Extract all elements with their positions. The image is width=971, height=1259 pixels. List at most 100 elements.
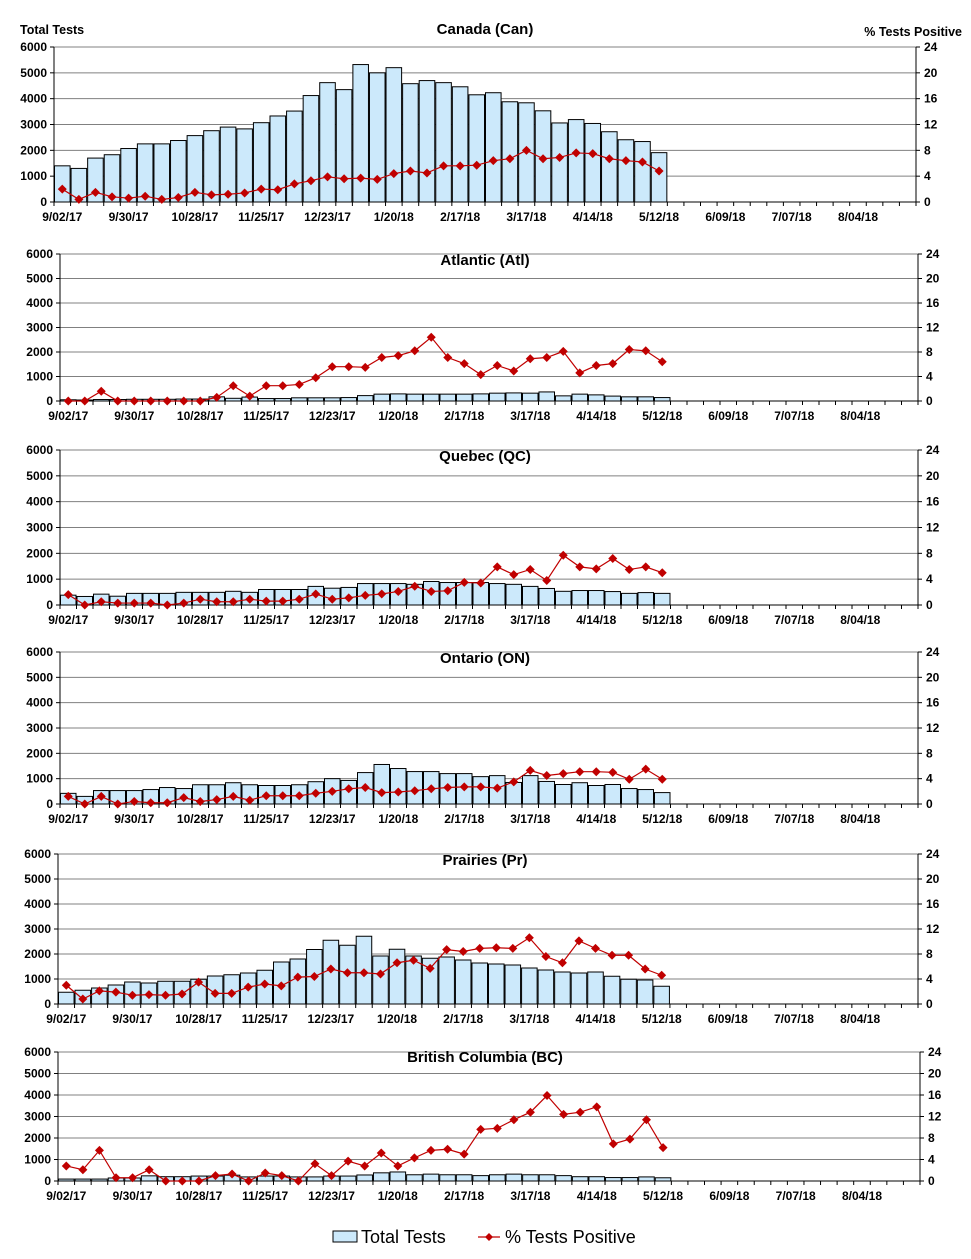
left-tick-label: 0 (44, 1174, 51, 1188)
right-tick-label: 12 (926, 321, 940, 335)
x-tick-label: 8/04/18 (838, 210, 878, 224)
bar-total-tests (406, 393, 423, 402)
right-tick-label: 0 (926, 797, 933, 811)
right-tick-label: 16 (926, 696, 940, 710)
point-pct-positive (261, 791, 271, 801)
bar-total-tests (604, 783, 621, 805)
left-tick-label: 1000 (26, 572, 53, 586)
left-tick-label: 3000 (24, 1110, 51, 1124)
x-tick-label: 10/28/17 (176, 1189, 223, 1203)
x-tick-label: 4/14/18 (576, 613, 616, 627)
bar-total-tests (319, 82, 336, 203)
point-pct-positive (442, 945, 452, 955)
bar-total-tests (537, 969, 555, 1005)
point-pct-positive (472, 160, 482, 170)
x-tick-label: 6/09/18 (709, 1189, 749, 1203)
bar-total-tests (538, 1174, 556, 1182)
point-pct-positive (344, 784, 354, 794)
bar-total-tests (650, 152, 668, 203)
right-tick-label: 4 (926, 972, 933, 986)
legend-label-pct-positive: % Tests Positive (505, 1227, 636, 1247)
point-pct-positive (228, 597, 238, 607)
right-tick-label: 24 (926, 443, 940, 457)
right-tick-label: 16 (926, 296, 940, 310)
point-pct-positive (161, 990, 170, 1000)
point-pct-positive (289, 179, 299, 189)
x-tick-label: 12/23/17 (308, 1012, 355, 1026)
x-tick-label: 1/20/18 (378, 409, 418, 423)
right-tick-label: 8 (926, 947, 933, 961)
point-pct-positive (409, 1153, 419, 1163)
x-tick-label: 12/23/17 (309, 812, 356, 826)
bar-total-tests (489, 392, 506, 402)
bar-total-tests (588, 394, 605, 402)
point-pct-positive (179, 793, 189, 803)
bar-total-tests (472, 1175, 489, 1182)
right-tick-label: 20 (926, 670, 940, 684)
point-pct-positive (90, 187, 100, 197)
point-pct-positive (410, 786, 420, 796)
point-pct-positive (555, 152, 565, 162)
x-tick-label: 2/17/18 (444, 1189, 484, 1203)
point-pct-positive (410, 581, 420, 591)
bar-total-tests (505, 1173, 523, 1182)
right-tick-label: 12 (924, 118, 938, 132)
point-pct-positive (96, 791, 106, 801)
point-pct-positive (608, 359, 618, 369)
right-tick-label: 16 (926, 495, 940, 509)
point-pct-positive (657, 774, 667, 784)
right-tick-label: 16 (928, 1088, 942, 1102)
panel-prairies-pr: 0 1000 2000 3000 4000 5000 6000 0 4 8 12 16 20 24 9/02… (24, 847, 939, 1026)
point-pct-positive (177, 989, 187, 999)
point-pct-positive (508, 943, 518, 953)
point-pct-positive (525, 765, 535, 775)
legend-bar-swatch (332, 1230, 358, 1243)
left-axis-title: Total Tests (20, 23, 84, 37)
point-pct-positive (608, 554, 618, 563)
panel-title: Quebec (QC) (439, 448, 531, 465)
bar-total-tests (439, 393, 456, 402)
bar-total-tests (522, 1174, 539, 1182)
bar-total-tests (356, 1174, 373, 1182)
x-tick-label: 5/12/18 (642, 409, 682, 423)
x-tick-label: 11/25/17 (243, 409, 289, 423)
bar-total-tests (551, 122, 568, 203)
bar-total-tests (357, 395, 374, 402)
x-tick-label: 6/09/18 (705, 210, 745, 224)
point-pct-positive (657, 568, 667, 578)
x-tick-label: 2/17/18 (440, 210, 480, 224)
point-pct-positive (228, 381, 238, 391)
point-pct-positive (179, 396, 189, 406)
right-tick-label: 4 (926, 772, 933, 786)
point-pct-positive (426, 1145, 436, 1155)
point-pct-positive (521, 145, 531, 155)
point-pct-positive (455, 161, 465, 171)
point-pct-positive (157, 194, 167, 204)
left-tick-label: 5000 (20, 66, 47, 80)
bar-total-tests (306, 1176, 324, 1182)
point-pct-positive (293, 972, 303, 982)
point-pct-positive (624, 950, 634, 960)
right-tick-label: 0 (928, 1174, 935, 1188)
left-tick-label: 6000 (26, 247, 53, 261)
point-pct-positive (323, 172, 333, 182)
x-tick-label: 8/04/18 (840, 812, 880, 826)
bar-total-tests (654, 792, 671, 805)
left-tick-label: 1000 (24, 1153, 51, 1167)
right-tick-label: 8 (926, 746, 933, 760)
point-pct-positive (525, 354, 535, 364)
bar-total-tests (636, 979, 654, 1005)
x-tick-label: 1/20/18 (378, 613, 418, 627)
bar-total-tests (489, 1174, 506, 1182)
bar-total-tests (390, 768, 407, 805)
point-pct-positive (558, 769, 568, 779)
point-pct-positive (360, 590, 370, 600)
bar-total-tests (653, 985, 670, 1005)
point-pct-positive (228, 791, 238, 801)
point-pct-positive (525, 564, 535, 574)
point-pct-positive (624, 774, 634, 784)
point-pct-positive (604, 154, 614, 164)
point-pct-positive (425, 963, 435, 973)
left-tick-label: 0 (40, 195, 47, 209)
